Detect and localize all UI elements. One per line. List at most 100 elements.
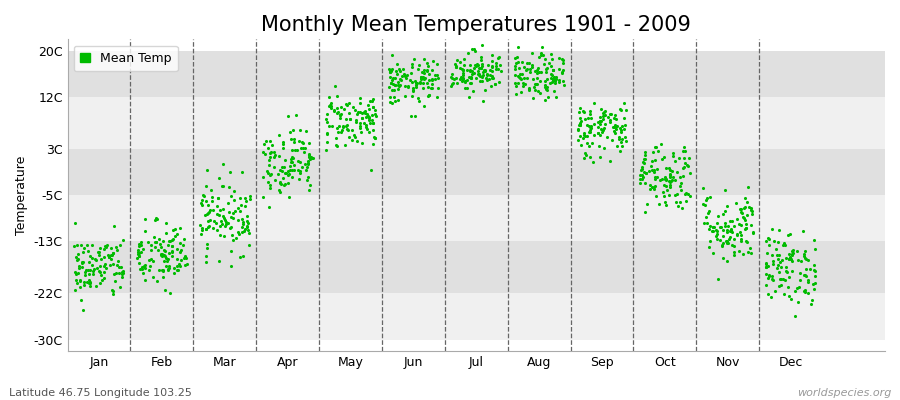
Point xyxy=(415,68,429,75)
Point xyxy=(295,145,310,152)
Point xyxy=(386,80,400,87)
Point xyxy=(194,201,209,208)
Point xyxy=(662,179,677,185)
Point xyxy=(671,154,686,161)
Point xyxy=(301,160,315,167)
Point xyxy=(428,76,443,82)
Point xyxy=(93,263,107,269)
Point xyxy=(212,258,226,264)
Point xyxy=(709,227,724,234)
Point xyxy=(510,54,525,60)
Point xyxy=(361,101,375,108)
Point xyxy=(638,179,652,186)
Point xyxy=(300,177,314,183)
Point xyxy=(430,61,445,67)
Point xyxy=(235,229,249,235)
Point xyxy=(256,174,270,180)
Point xyxy=(778,241,792,248)
Point xyxy=(421,84,436,90)
Point xyxy=(278,170,293,176)
Point xyxy=(730,232,744,238)
Point xyxy=(515,71,529,78)
Point xyxy=(717,223,732,230)
Point xyxy=(778,264,793,270)
Point xyxy=(275,174,290,181)
Point xyxy=(662,181,677,188)
Point xyxy=(583,123,598,129)
Point xyxy=(204,186,219,193)
Point xyxy=(724,227,739,233)
Point xyxy=(449,64,464,70)
Point xyxy=(161,267,176,273)
Point xyxy=(368,106,382,113)
Point xyxy=(634,167,648,174)
Point xyxy=(727,252,742,259)
Point xyxy=(573,133,588,140)
Point xyxy=(700,195,715,202)
Point xyxy=(525,50,539,56)
Point xyxy=(545,76,560,82)
Point xyxy=(205,194,220,200)
Point xyxy=(153,244,167,250)
Point xyxy=(677,164,691,170)
Point xyxy=(481,62,495,69)
Point xyxy=(131,250,146,256)
Point xyxy=(365,141,380,147)
Point xyxy=(163,290,177,296)
Point xyxy=(480,77,494,83)
Point xyxy=(342,134,356,140)
Point xyxy=(114,264,129,270)
Point xyxy=(349,111,364,118)
Point xyxy=(82,259,96,265)
Point xyxy=(343,116,357,122)
Point xyxy=(113,284,128,290)
Point xyxy=(347,134,362,140)
Point xyxy=(325,122,339,129)
Point xyxy=(547,74,562,80)
Point xyxy=(553,66,567,72)
Point xyxy=(526,95,540,102)
Point xyxy=(643,182,657,188)
Point xyxy=(766,277,780,283)
Point xyxy=(351,108,365,115)
Point xyxy=(738,225,752,232)
Point xyxy=(740,198,754,205)
Point xyxy=(242,242,256,248)
Point xyxy=(349,117,364,123)
Point xyxy=(615,122,629,129)
Point xyxy=(508,83,523,89)
Point xyxy=(94,272,109,278)
Point xyxy=(571,126,585,133)
Point xyxy=(472,72,486,78)
Point xyxy=(783,231,797,237)
Point xyxy=(618,122,633,128)
Point xyxy=(510,80,525,86)
Point xyxy=(320,111,335,118)
Point xyxy=(635,164,650,170)
Point xyxy=(299,167,313,173)
Point xyxy=(484,64,499,70)
Point xyxy=(535,44,549,50)
Point xyxy=(218,217,232,223)
Point xyxy=(736,250,751,257)
Point xyxy=(647,144,662,150)
Point xyxy=(389,67,403,74)
Point xyxy=(202,217,217,224)
Point xyxy=(600,114,615,120)
Point xyxy=(572,121,587,128)
Point xyxy=(490,62,504,69)
Point xyxy=(739,238,753,244)
Point xyxy=(242,193,256,199)
Point xyxy=(263,154,277,160)
Point xyxy=(362,117,376,123)
Point xyxy=(682,192,697,199)
Point xyxy=(603,119,617,125)
Point xyxy=(638,170,652,177)
Point xyxy=(303,154,318,160)
Point xyxy=(73,278,87,285)
Point xyxy=(575,108,590,114)
Point xyxy=(280,168,294,174)
Point xyxy=(413,74,428,80)
Point xyxy=(412,80,427,86)
Bar xyxy=(68,97,885,149)
